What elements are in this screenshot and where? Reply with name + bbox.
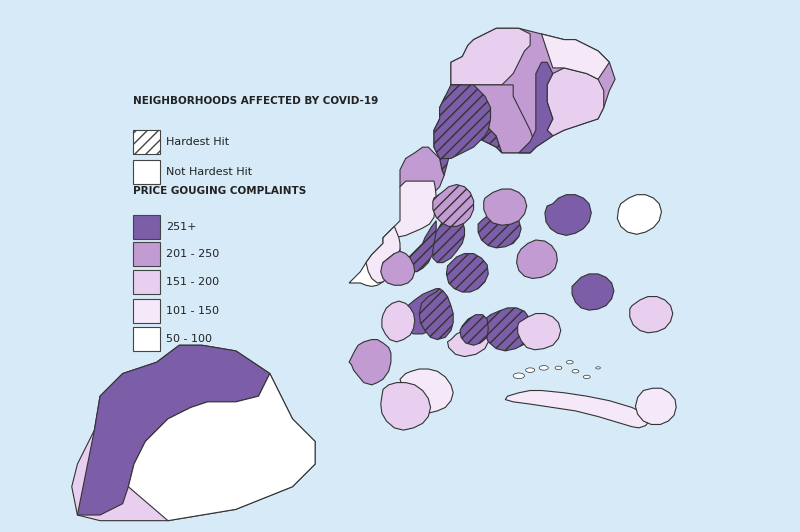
Polygon shape — [434, 85, 462, 176]
Ellipse shape — [596, 367, 600, 369]
Polygon shape — [382, 301, 414, 342]
Bar — [133, 270, 159, 294]
Ellipse shape — [583, 375, 590, 379]
Polygon shape — [519, 62, 553, 153]
Polygon shape — [542, 34, 610, 79]
Polygon shape — [478, 212, 521, 248]
Polygon shape — [572, 274, 614, 310]
Polygon shape — [78, 345, 270, 515]
Text: 201 - 250: 201 - 250 — [166, 249, 219, 259]
Polygon shape — [517, 240, 558, 278]
Ellipse shape — [526, 368, 534, 372]
Text: PRICE GOUGING COMPLAINTS: PRICE GOUGING COMPLAINTS — [133, 186, 306, 196]
Polygon shape — [618, 195, 662, 234]
Polygon shape — [349, 238, 400, 286]
Polygon shape — [474, 85, 536, 153]
Polygon shape — [518, 313, 561, 350]
Text: 50 - 100: 50 - 100 — [166, 334, 212, 344]
Polygon shape — [400, 147, 444, 198]
Polygon shape — [460, 314, 488, 345]
Polygon shape — [547, 68, 604, 136]
Bar — [133, 242, 159, 266]
Ellipse shape — [555, 366, 562, 370]
Polygon shape — [484, 189, 526, 225]
Polygon shape — [451, 28, 615, 153]
Bar — [133, 130, 159, 154]
Text: Hardest Hit: Hardest Hit — [166, 137, 230, 147]
Polygon shape — [349, 339, 391, 385]
Polygon shape — [545, 195, 591, 236]
Polygon shape — [635, 388, 676, 425]
Text: 151 - 200: 151 - 200 — [166, 277, 219, 287]
Polygon shape — [630, 296, 673, 333]
Ellipse shape — [513, 373, 525, 379]
Polygon shape — [400, 369, 453, 413]
Text: 251+: 251+ — [166, 222, 197, 232]
Text: Not Hardest Hit: Not Hardest Hit — [166, 167, 252, 177]
Polygon shape — [451, 85, 502, 153]
Ellipse shape — [566, 361, 573, 364]
Polygon shape — [434, 85, 490, 159]
Polygon shape — [433, 215, 465, 263]
Polygon shape — [381, 383, 430, 430]
Bar — [133, 215, 159, 239]
Polygon shape — [482, 308, 533, 351]
Polygon shape — [433, 185, 474, 227]
Bar — [133, 299, 159, 323]
Polygon shape — [447, 328, 488, 356]
Text: NEIGHBORHOODS AFFECTED BY COVID-19: NEIGHBORHOODS AFFECTED BY COVID-19 — [133, 96, 378, 106]
Ellipse shape — [539, 365, 548, 370]
Polygon shape — [383, 181, 436, 238]
Polygon shape — [406, 221, 436, 272]
Bar — [133, 327, 159, 351]
Polygon shape — [366, 227, 400, 283]
Polygon shape — [446, 254, 488, 292]
Ellipse shape — [572, 370, 579, 373]
Polygon shape — [506, 390, 649, 428]
Polygon shape — [128, 373, 315, 521]
Polygon shape — [381, 251, 414, 285]
Bar — [133, 160, 159, 184]
Polygon shape — [398, 289, 443, 334]
Polygon shape — [383, 254, 400, 276]
Polygon shape — [72, 345, 315, 521]
Polygon shape — [419, 289, 453, 339]
Text: 101 - 150: 101 - 150 — [166, 306, 219, 316]
Polygon shape — [451, 28, 530, 85]
